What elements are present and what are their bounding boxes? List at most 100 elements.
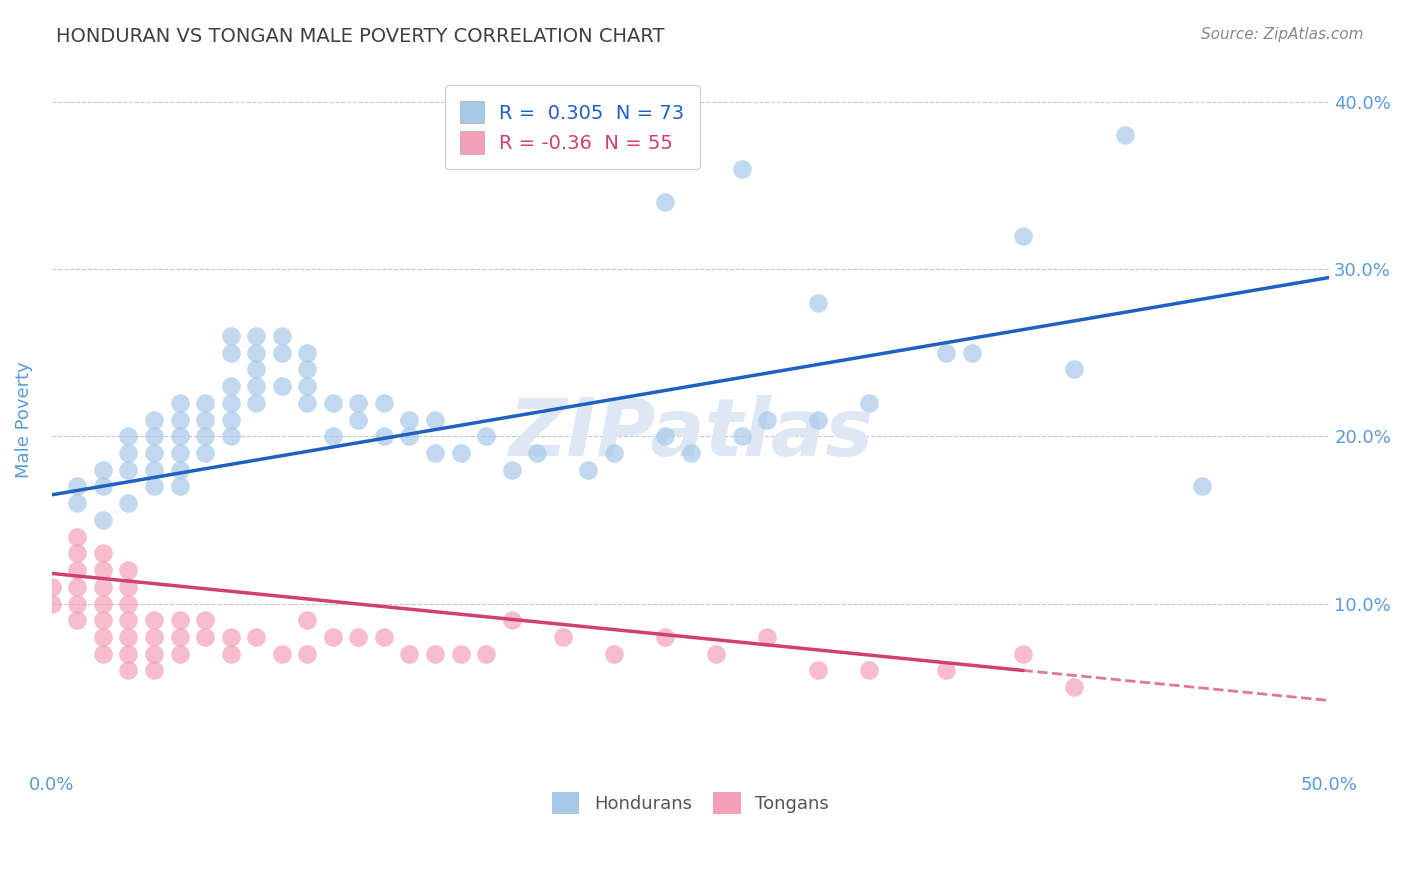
Legend: Hondurans, Tongans: Hondurans, Tongans <box>541 781 839 825</box>
Point <box>270 379 292 393</box>
Point <box>91 513 114 527</box>
Point <box>169 429 191 443</box>
Point <box>398 412 420 426</box>
Point <box>66 563 89 577</box>
Point <box>373 396 395 410</box>
Point <box>91 613 114 627</box>
Point <box>117 563 139 577</box>
Point <box>245 379 267 393</box>
Point <box>219 647 242 661</box>
Point <box>935 345 957 359</box>
Point <box>169 412 191 426</box>
Point <box>526 446 548 460</box>
Point <box>576 463 599 477</box>
Point <box>398 429 420 443</box>
Point <box>194 412 217 426</box>
Point <box>66 530 89 544</box>
Point <box>297 362 319 376</box>
Point <box>756 630 779 644</box>
Text: ZIPatlas: ZIPatlas <box>508 394 873 473</box>
Point <box>756 412 779 426</box>
Point <box>66 496 89 510</box>
Point <box>91 580 114 594</box>
Point <box>1011 228 1033 243</box>
Point <box>142 463 165 477</box>
Point <box>169 479 191 493</box>
Point <box>117 664 139 678</box>
Point <box>501 613 523 627</box>
Point <box>142 647 165 661</box>
Point <box>66 613 89 627</box>
Point <box>142 446 165 460</box>
Point <box>117 580 139 594</box>
Point <box>679 446 702 460</box>
Point <box>654 630 676 644</box>
Point <box>66 580 89 594</box>
Point <box>297 396 319 410</box>
Point <box>1011 647 1033 661</box>
Point <box>41 597 63 611</box>
Point <box>194 429 217 443</box>
Point <box>142 630 165 644</box>
Point <box>1063 362 1085 376</box>
Point <box>297 613 319 627</box>
Point <box>219 329 242 343</box>
Point <box>194 446 217 460</box>
Point <box>91 563 114 577</box>
Point <box>475 647 498 661</box>
Point <box>117 630 139 644</box>
Point <box>169 647 191 661</box>
Point <box>117 429 139 443</box>
Point <box>347 630 370 644</box>
Point <box>219 345 242 359</box>
Point <box>219 630 242 644</box>
Point <box>347 396 370 410</box>
Point <box>91 463 114 477</box>
Point <box>450 446 472 460</box>
Point <box>117 647 139 661</box>
Point <box>270 345 292 359</box>
Point <box>858 664 880 678</box>
Point <box>245 345 267 359</box>
Point <box>142 664 165 678</box>
Point <box>117 463 139 477</box>
Point <box>935 664 957 678</box>
Point <box>807 664 830 678</box>
Point <box>730 429 752 443</box>
Point <box>245 630 267 644</box>
Point <box>322 429 344 443</box>
Y-axis label: Male Poverty: Male Poverty <box>15 361 32 478</box>
Point <box>297 647 319 661</box>
Point <box>91 630 114 644</box>
Point <box>117 446 139 460</box>
Point <box>117 496 139 510</box>
Point <box>142 479 165 493</box>
Point <box>245 329 267 343</box>
Point <box>169 446 191 460</box>
Point <box>322 630 344 644</box>
Text: Source: ZipAtlas.com: Source: ZipAtlas.com <box>1201 27 1364 42</box>
Point <box>603 647 626 661</box>
Point <box>704 647 727 661</box>
Point <box>169 396 191 410</box>
Point <box>373 429 395 443</box>
Point <box>91 647 114 661</box>
Point <box>169 463 191 477</box>
Point <box>398 647 420 661</box>
Point <box>245 396 267 410</box>
Point <box>66 479 89 493</box>
Point <box>654 195 676 210</box>
Point <box>373 630 395 644</box>
Point <box>142 613 165 627</box>
Point <box>169 613 191 627</box>
Point <box>1114 128 1136 143</box>
Point <box>142 412 165 426</box>
Point <box>245 362 267 376</box>
Point <box>551 630 574 644</box>
Point <box>297 379 319 393</box>
Point <box>347 412 370 426</box>
Point <box>91 479 114 493</box>
Point <box>270 647 292 661</box>
Point <box>117 597 139 611</box>
Point <box>501 463 523 477</box>
